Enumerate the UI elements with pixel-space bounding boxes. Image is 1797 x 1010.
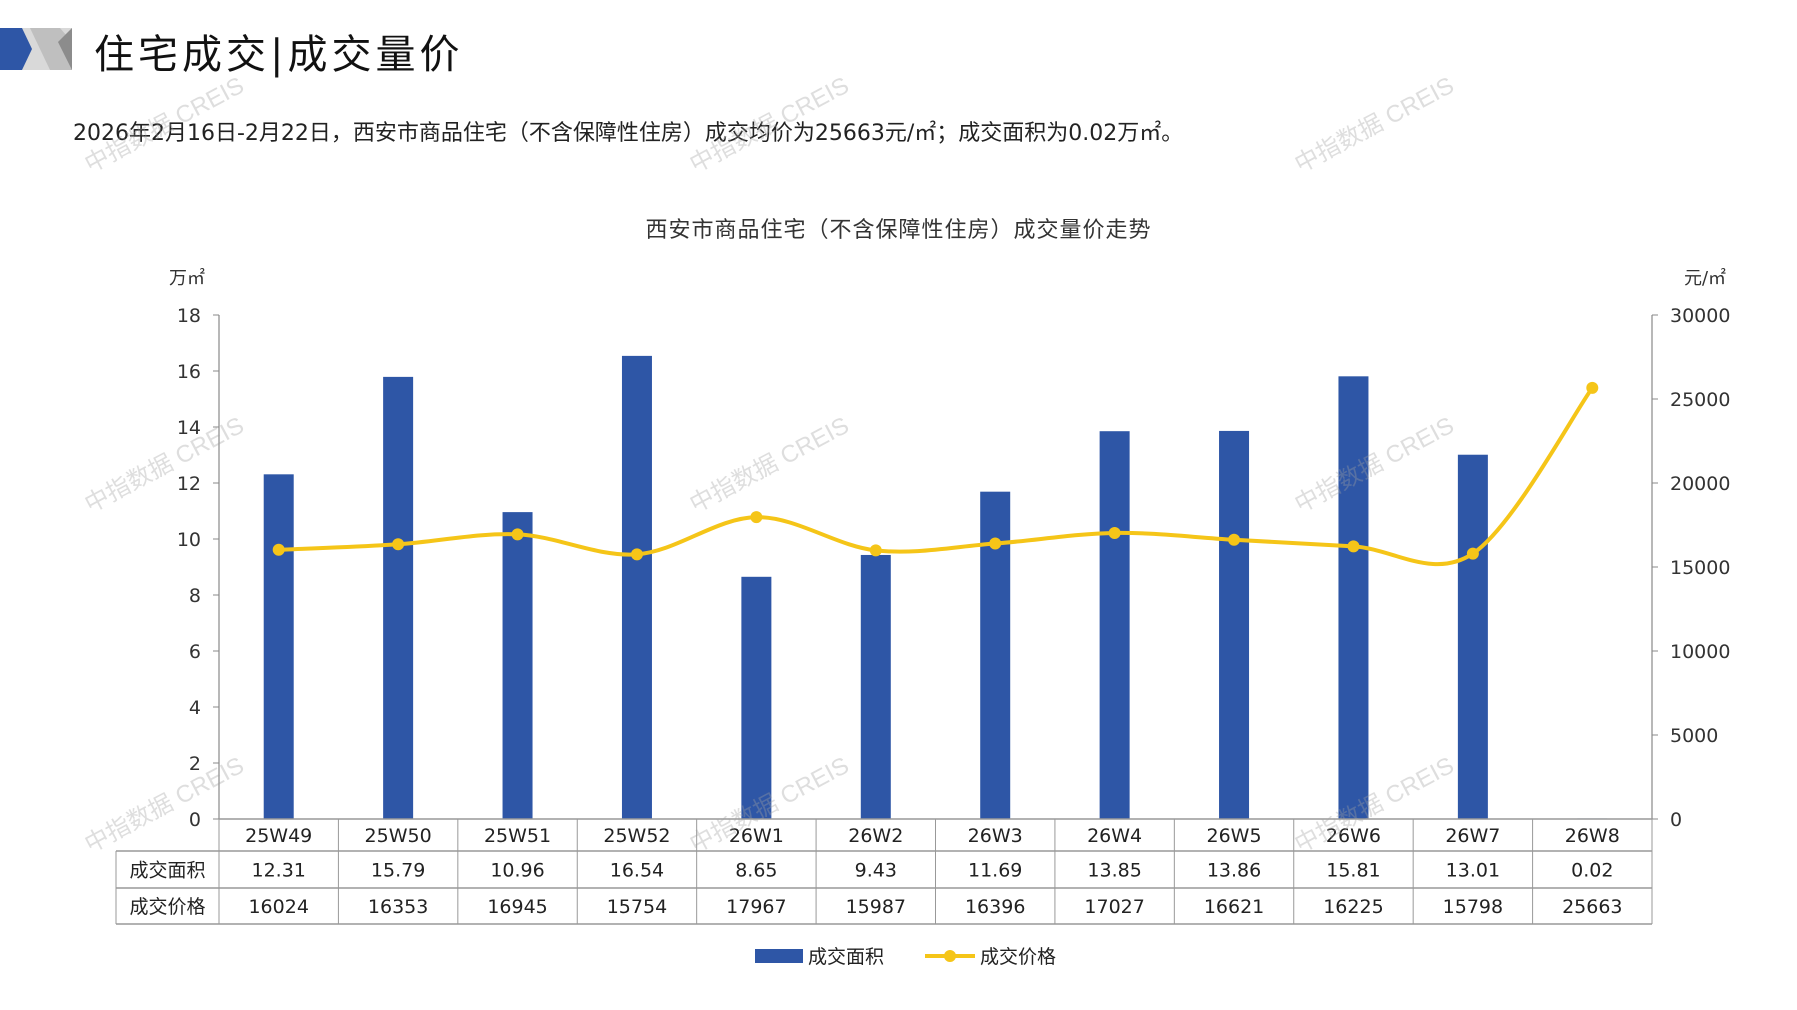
bar-26W5 (1219, 430, 1250, 819)
bar-25W50 (383, 376, 414, 819)
area-value-label: 12.31 (252, 860, 306, 882)
bar-26W2 (860, 554, 891, 819)
price-point-26W3 (989, 537, 1002, 550)
price-value-label: 15754 (607, 896, 667, 918)
legend-area-swatch (755, 949, 803, 963)
area-value-label: 15.81 (1326, 860, 1380, 882)
price-value-label: 25663 (1562, 896, 1622, 918)
logo (0, 28, 72, 70)
area-value-label: 13.86 (1207, 860, 1261, 882)
legend-area-label: 成交面积 (808, 946, 884, 968)
right-tick-label: 10000 (1670, 641, 1730, 663)
left-tick-label: 10 (177, 529, 201, 551)
price-point-25W49 (272, 543, 285, 556)
left-tick-label: 0 (189, 809, 201, 831)
price-point-25W50 (392, 538, 405, 551)
bar-26W7 (1457, 454, 1488, 819)
x-tick-label: 26W7 (1445, 825, 1500, 847)
right-tick-label: 15000 (1670, 557, 1730, 579)
x-tick-label: 25W49 (245, 825, 312, 847)
area-value-label: 11.69 (968, 860, 1022, 882)
left-tick-label: 8 (189, 585, 201, 607)
right-tick-label: 0 (1670, 809, 1682, 831)
x-tick-label: 26W6 (1326, 825, 1381, 847)
price-value-label: 16396 (965, 896, 1025, 918)
bar-26W6 (1338, 376, 1369, 819)
area-value-label: 15.79 (371, 860, 425, 882)
x-tick-label: 26W8 (1565, 825, 1620, 847)
price-point-25W52 (630, 548, 643, 561)
area-value-label: 13.85 (1087, 860, 1141, 882)
price-value-label: 16024 (248, 896, 308, 918)
right-tick-label: 5000 (1670, 725, 1718, 747)
price-point-26W7 (1466, 547, 1479, 560)
summary-text: 2026年2月16日-2月22日，西安市商品住宅（不含保障性住房）成交均价为25… (73, 121, 1184, 146)
x-tick-label: 26W4 (1087, 825, 1142, 847)
area-value-label: 10.96 (490, 860, 544, 882)
left-tick-label: 6 (189, 641, 201, 663)
price-value-label: 16621 (1204, 896, 1264, 918)
price-line (278, 386, 1594, 566)
legend-price-marker (944, 950, 956, 962)
left-tick-label: 4 (189, 697, 201, 719)
x-tick-label: 26W1 (729, 825, 784, 847)
bar-25W51 (502, 512, 533, 819)
x-tick-label: 25W52 (603, 825, 670, 847)
legend-key-area: 成交面积 (129, 860, 205, 882)
legend-key-price: 成交价格 (129, 896, 205, 918)
right-axis-unit: 元/㎡ (1684, 267, 1726, 289)
left-tick-label: 18 (177, 305, 201, 327)
right-tick-label: 25000 (1670, 389, 1730, 411)
bar-26W4 (1099, 431, 1130, 819)
chart-title: 西安市商品住宅（不含保障性住房）成交量价走势 (645, 218, 1152, 243)
price-value-label: 16353 (368, 896, 428, 918)
price-point-26W5 (1228, 533, 1241, 546)
price-value-label: 15987 (846, 896, 906, 918)
price-point-26W4 (1108, 526, 1121, 539)
price-point-26W6 (1347, 540, 1360, 553)
area-value-label: 8.65 (735, 860, 777, 882)
area-value-label: 13.01 (1446, 860, 1500, 882)
price-value-label: 17027 (1084, 896, 1144, 918)
price-value-label: 16945 (487, 896, 547, 918)
area-value-label: 0.02 (1571, 860, 1613, 882)
bar-25W52 (621, 355, 652, 819)
bar-25W49 (263, 474, 294, 819)
price-point-25W51 (511, 528, 524, 541)
bar-26W1 (741, 576, 772, 819)
area-value-label: 16.54 (610, 860, 664, 882)
price-point-26W2 (869, 544, 882, 557)
right-tick-label: 30000 (1670, 305, 1730, 327)
legend-price-label: 成交价格 (980, 946, 1056, 968)
left-tick-label: 12 (177, 473, 201, 495)
x-tick-label: 25W51 (484, 825, 551, 847)
left-tick-label: 14 (177, 417, 201, 439)
price-point-26W8 (1586, 381, 1599, 394)
left-axis-unit: 万㎡ (169, 267, 205, 289)
right-tick-label: 20000 (1670, 473, 1730, 495)
price-value-label: 17967 (726, 896, 786, 918)
left-tick-label: 16 (177, 361, 201, 383)
x-tick-label: 26W5 (1207, 825, 1262, 847)
page-title: 住宅成交|成交量价 (94, 32, 464, 78)
price-point-26W1 (750, 511, 763, 524)
x-tick-label: 25W50 (365, 825, 432, 847)
area-value-label: 9.43 (855, 860, 897, 882)
x-tick-label: 26W3 (968, 825, 1023, 847)
price-value-label: 16225 (1323, 896, 1383, 918)
price-value-label: 15798 (1443, 896, 1503, 918)
x-tick-label: 26W2 (848, 825, 903, 847)
left-tick-label: 2 (189, 753, 201, 775)
